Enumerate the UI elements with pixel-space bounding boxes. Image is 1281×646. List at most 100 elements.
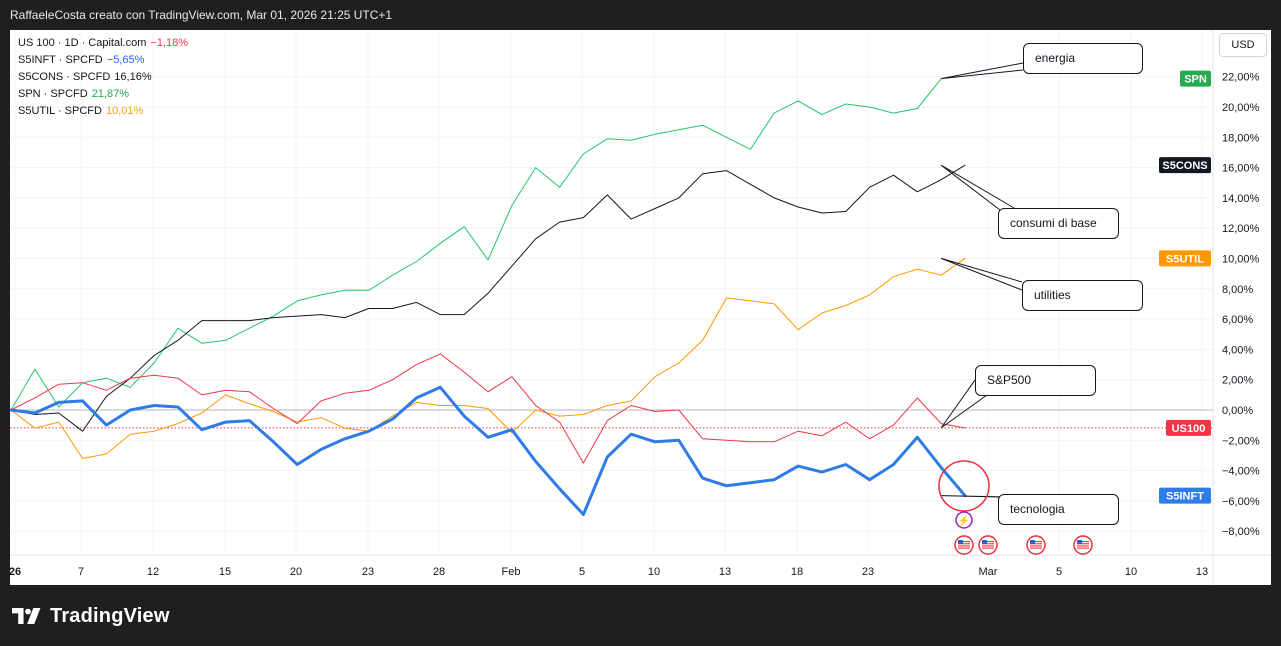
legend-name: SPN · SPCFD	[18, 88, 88, 100]
price-tag-bg	[1159, 487, 1211, 504]
tradingview-logo-icon	[12, 608, 41, 624]
x-tick-label: 13	[1196, 566, 1208, 578]
flag-stripe	[958, 547, 970, 549]
flag-ring	[954, 535, 974, 555]
y-tick-label: −6,00%	[1222, 496, 1260, 508]
flag-stripe	[982, 541, 994, 543]
series-line-s5cons	[10, 164, 966, 432]
legend-value: −5,65%	[106, 54, 145, 66]
legend-value: −1,18%	[150, 37, 189, 49]
flag-canton	[1077, 540, 1082, 544]
price-tag-bg	[1166, 419, 1211, 436]
header-title: RaffaeleCosta creato con TradingView.com…	[10, 8, 393, 22]
price-tag-label: SPN	[1184, 74, 1207, 86]
y-tick-label: 16,00%	[1222, 163, 1260, 175]
legend-row-us100[interactable]: US 100 · 1D · Capital.com −1,18%	[18, 35, 188, 52]
series-line-spn	[10, 78, 942, 411]
flag-stripe	[982, 547, 994, 549]
flag-stripe	[982, 545, 994, 547]
flag-stripe	[1077, 541, 1089, 543]
y-tick-label: 8,00%	[1222, 284, 1253, 296]
flag-stripe	[958, 545, 970, 547]
flag-stripe	[1030, 547, 1042, 549]
x-tick-label: Mar	[979, 566, 998, 578]
series-line-us100	[10, 353, 966, 464]
y-tick-label: 0,00%	[1222, 405, 1253, 417]
price-tag-bg	[1159, 250, 1211, 267]
price-tag-s5cons: S5CONS	[1159, 157, 1211, 174]
legend-value: 16,16%	[114, 71, 152, 83]
y-tick-label: 10,00%	[1222, 254, 1260, 266]
lightning-icon: ⚡	[958, 514, 970, 527]
x-tick-label: Feb	[502, 566, 521, 578]
legend-row-spn[interactable]: SPN · SPCFD 21,87%	[18, 86, 188, 103]
y-tick-label: 2,00%	[1222, 375, 1253, 387]
x-tick-label: 23	[362, 566, 374, 578]
y-tick-label: 14,00%	[1222, 193, 1260, 205]
us-flag-icon	[1026, 535, 1046, 555]
x-tick-label: 15	[219, 566, 231, 578]
flag-ring	[1026, 535, 1046, 555]
price-tag-us100: US100	[1166, 419, 1211, 436]
y-tick-label: −8,00%	[1222, 526, 1260, 538]
flag-canton	[1030, 540, 1035, 544]
x-tick-label: 26	[10, 566, 21, 578]
legend-name: US 100 · 1D · Capital.com	[18, 37, 147, 49]
flag-stripe	[1030, 541, 1042, 543]
legend-name: S5CONS · SPCFD	[18, 71, 111, 83]
annotation-utilities[interactable]: utilities	[1022, 280, 1143, 311]
x-tick-label: 18	[791, 566, 803, 578]
x-tick-label: 10	[648, 566, 660, 578]
price-tag-spn: SPN	[1180, 70, 1211, 87]
x-tick-label: 10	[1125, 566, 1137, 578]
event-marker-ring	[955, 511, 973, 529]
y-tick-label: 6,00%	[1222, 314, 1253, 326]
price-tag-bg	[1180, 70, 1211, 87]
connector-energia	[941, 62, 1024, 80]
flag-stripe	[958, 541, 970, 543]
annotation-energia[interactable]: energia	[1023, 43, 1143, 74]
legend-name: S5UTIL · SPCFD	[18, 105, 102, 117]
flag-ring	[1073, 535, 1093, 555]
series-line-s5util	[10, 257, 966, 459]
us-flag-icon	[954, 535, 974, 555]
annotation-tecnologia[interactable]: tecnologia	[998, 494, 1119, 525]
flag-stripe	[1077, 543, 1089, 545]
legend-value: 21,87%	[91, 88, 129, 100]
y-tick-label: −4,00%	[1222, 466, 1260, 478]
x-tick-label: 5	[1056, 566, 1062, 578]
annotation-sp500[interactable]: S&P500	[975, 365, 1096, 396]
currency-button[interactable]: USD	[1219, 33, 1267, 57]
x-tick-label: 28	[433, 566, 445, 578]
brand: TradingView	[12, 604, 170, 628]
legend-row-s5inft[interactable]: S5INFT · SPCFD −5,65%	[18, 52, 188, 69]
legend: US 100 · 1D · Capital.com −1,18% S5INFT ·…	[18, 35, 188, 120]
connector-utilities	[940, 257, 1023, 291]
price-tag-label: S5INFT	[1166, 491, 1204, 503]
price-tag-label: S5CONS	[1162, 160, 1207, 172]
price-tag-label: US100	[1172, 423, 1206, 435]
price-tag-s5util: S5UTIL	[1159, 250, 1211, 267]
legend-name: S5INFT · SPCFD	[18, 54, 103, 66]
x-tick-label: 13	[719, 566, 731, 578]
flag-stripe	[958, 543, 970, 545]
us-flag-icon	[1073, 535, 1093, 555]
y-tick-label: 20,00%	[1222, 102, 1260, 114]
y-tick-label: 22,00%	[1222, 72, 1260, 84]
x-tick-label: 5	[579, 566, 585, 578]
flag-stripe	[1077, 547, 1089, 549]
legend-row-s5util[interactable]: S5UTIL · SPCFD 10,01%	[18, 103, 188, 120]
x-tick-label: 12	[147, 566, 159, 578]
flag-stripe	[1030, 545, 1042, 547]
y-tick-label: 18,00%	[1222, 132, 1260, 144]
flag-canton	[958, 540, 963, 544]
connector-consumi	[940, 164, 1015, 211]
x-tick-label: 7	[78, 566, 84, 578]
annotation-consumi[interactable]: consumi di base	[998, 208, 1119, 239]
price-tag-s5inft: S5INFT	[1159, 487, 1211, 504]
x-tick-label: 23	[862, 566, 874, 578]
series-line-s5inft	[10, 385, 967, 516]
flag-stripe	[1030, 543, 1042, 545]
price-tag-bg	[1159, 157, 1211, 174]
legend-row-s5cons[interactable]: S5CONS · SPCFD 16,16%	[18, 69, 188, 86]
